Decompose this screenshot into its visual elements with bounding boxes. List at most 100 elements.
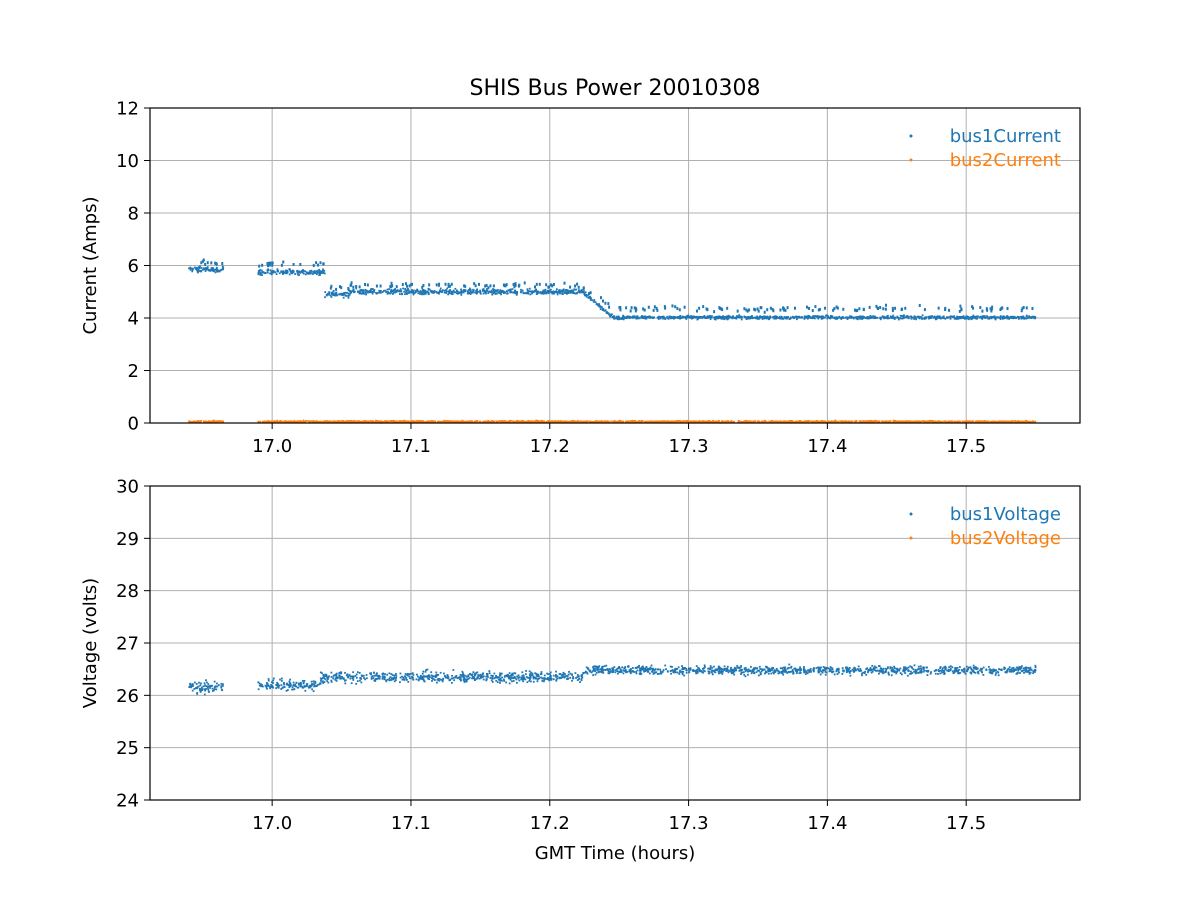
data-point — [631, 419, 634, 422]
data-point — [410, 283, 413, 287]
data-point — [1022, 420, 1024, 423]
data-point — [329, 286, 332, 290]
data-point — [421, 421, 424, 423]
y-tick-label: 10 — [116, 151, 139, 172]
data-point — [299, 681, 302, 684]
data-point — [544, 292, 547, 295]
data-point — [583, 293, 586, 295]
data-point — [208, 420, 211, 423]
data-point — [885, 315, 888, 318]
data-point — [727, 420, 730, 423]
data-point — [540, 291, 543, 294]
data-point — [331, 420, 334, 423]
data-point — [657, 316, 659, 319]
data-point — [319, 261, 322, 265]
data-point — [633, 671, 635, 673]
data-point — [985, 307, 988, 311]
data-point — [372, 290, 375, 293]
data-point — [472, 288, 474, 291]
data-point — [377, 677, 380, 680]
data-point — [726, 306, 729, 310]
data-point — [382, 672, 385, 675]
data-point — [352, 291, 355, 294]
data-point — [597, 304, 599, 307]
data-point — [664, 317, 667, 320]
data-point — [824, 306, 827, 310]
data-point — [332, 289, 335, 292]
data-point — [878, 421, 881, 423]
data-point — [488, 670, 491, 672]
data-point — [512, 680, 515, 682]
data-point — [585, 293, 588, 296]
data-point — [658, 420, 660, 423]
data-point — [689, 316, 692, 319]
data-point — [271, 684, 274, 687]
data-point — [324, 296, 326, 299]
data-point — [423, 421, 425, 424]
data-point — [207, 690, 210, 693]
data-point — [698, 420, 701, 423]
data-point — [556, 420, 559, 423]
data-point — [596, 420, 599, 423]
data-point — [978, 316, 981, 319]
data-point — [707, 316, 710, 319]
data-point — [471, 677, 473, 680]
data-point — [559, 673, 562, 675]
data-point — [833, 316, 836, 319]
data-point — [284, 269, 287, 272]
data-point — [786, 421, 789, 424]
data-point — [576, 674, 579, 676]
data-point — [516, 421, 518, 423]
data-point — [514, 291, 517, 293]
data-point — [702, 421, 705, 423]
data-point — [331, 291, 334, 294]
data-point — [1000, 420, 1003, 423]
data-point — [535, 288, 537, 291]
data-point — [636, 317, 639, 320]
data-point — [499, 678, 502, 681]
data-point — [335, 293, 338, 296]
data-point — [586, 672, 589, 675]
data-point — [540, 676, 542, 679]
data-point — [1006, 315, 1009, 317]
data-point — [582, 287, 585, 291]
data-point — [341, 677, 344, 680]
data-point — [793, 317, 795, 320]
data-point — [576, 676, 579, 678]
data-point — [738, 420, 741, 423]
data-point — [499, 289, 502, 292]
data-point — [608, 305, 611, 309]
data-point — [522, 676, 525, 679]
data-point — [891, 309, 894, 313]
data-point — [703, 316, 706, 319]
data-point — [365, 293, 367, 296]
data-point — [939, 666, 942, 668]
data-point — [816, 315, 819, 318]
data-point — [461, 670, 464, 673]
data-point — [333, 420, 335, 423]
data-point — [391, 678, 393, 681]
data-point — [476, 677, 479, 680]
data-point — [872, 421, 875, 424]
data-point — [906, 420, 909, 423]
data-point — [394, 677, 397, 680]
data-point — [393, 680, 396, 683]
data-point — [357, 420, 360, 423]
data-point — [206, 421, 209, 423]
data-point — [999, 318, 1002, 320]
data-point — [580, 675, 583, 678]
data-point — [726, 317, 729, 320]
data-point — [929, 420, 932, 422]
data-point — [491, 681, 494, 683]
data-point — [448, 289, 451, 292]
data-point — [192, 685, 194, 687]
x-tick-label: 17.4 — [807, 436, 847, 457]
data-point — [529, 676, 532, 679]
data-point — [920, 316, 922, 318]
data-point — [449, 679, 451, 681]
data-point — [727, 314, 730, 317]
data-point — [850, 315, 853, 318]
data-point — [508, 677, 511, 680]
data-point — [350, 291, 353, 294]
data-point — [312, 420, 315, 422]
